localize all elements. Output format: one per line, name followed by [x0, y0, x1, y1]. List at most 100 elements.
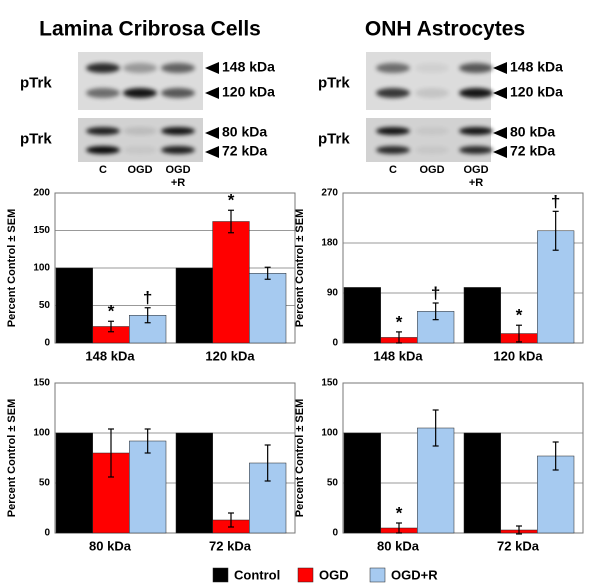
y-tick-label: 100 [321, 428, 338, 439]
lane-label: OGD [463, 164, 488, 176]
plot-frame [54, 192, 296, 344]
marker-label: 148 kDa [222, 59, 275, 75]
marker-label: 120 kDa [510, 84, 563, 100]
blot-label: pTrk [318, 130, 350, 147]
legend-swatch [212, 567, 229, 583]
blot-band [86, 127, 120, 135]
x-tick-label: 120 kDa [205, 348, 255, 363]
lane-label: OGD [127, 164, 152, 176]
marker-label: 72 kDa [222, 143, 267, 159]
blot-image [366, 52, 491, 110]
error-bar [144, 307, 151, 324]
marker-label: 72 kDa [510, 143, 555, 159]
x-tick-label: 148 kDa [373, 348, 423, 363]
error-bar [264, 266, 271, 280]
blot-band [86, 88, 120, 98]
blot-label: pTrk [20, 74, 52, 91]
blot-image [366, 118, 491, 162]
y-tick-label: 50 [327, 478, 339, 489]
blot-band [161, 146, 195, 154]
annotation: * [108, 302, 115, 321]
bar [249, 273, 287, 344]
marker-arrow [493, 146, 507, 158]
y-axis-label: Percent Control ± SEM [294, 209, 306, 328]
blot-band [376, 127, 410, 135]
annotation: * [396, 312, 403, 331]
blot-band [459, 146, 493, 154]
legend-label: OGD+R [391, 567, 438, 582]
blot-band [415, 63, 449, 73]
blot-band [459, 127, 493, 135]
error-bar [108, 428, 114, 478]
x-tick-label: 80 kDa [377, 538, 420, 553]
marker-label: 120 kDa [222, 84, 275, 100]
bar [175, 267, 213, 344]
marker-arrow [493, 87, 507, 99]
y-tick-label: 0 [44, 338, 50, 349]
marker-arrow [205, 62, 219, 74]
panel-title: Lamina Cribrosa Cells [39, 18, 261, 41]
x-tick-label: 72 kDa [497, 538, 540, 553]
lane-label: +R [469, 177, 483, 189]
annotation: * [396, 503, 403, 522]
y-axis-label: Percent Control ± SEM [294, 399, 306, 518]
blot-band [161, 63, 195, 73]
error-bar [552, 210, 559, 251]
plot-frame [342, 192, 584, 344]
y-tick-label: 0 [44, 528, 50, 539]
marker-arrow [493, 127, 507, 139]
lane-label: OGD [165, 164, 190, 176]
blot-band [86, 146, 120, 154]
lane-label: C [99, 164, 107, 176]
blot-band [415, 88, 449, 98]
y-tick-label: 150 [33, 378, 50, 389]
x-tick-label: 120 kDa [493, 348, 543, 363]
blot-band [376, 63, 410, 73]
blot-band [415, 146, 449, 154]
error-bar [144, 428, 151, 454]
annotation: † [551, 192, 560, 211]
lane-label: +R [171, 177, 185, 189]
blot-band [376, 88, 410, 98]
y-tick-label: 150 [33, 225, 50, 236]
marker-arrow [493, 62, 507, 74]
marker-arrow [205, 127, 219, 139]
blot-band [123, 63, 157, 73]
legend-swatch [369, 567, 386, 583]
y-tick-label: 150 [321, 378, 338, 389]
blot-image [78, 52, 203, 110]
y-tick-label: 50 [39, 300, 51, 311]
blot-band [123, 146, 157, 154]
bar [463, 287, 501, 344]
bar [212, 221, 250, 344]
marker-label: 148 kDa [510, 59, 563, 75]
bar [55, 432, 93, 534]
plot-frame [342, 382, 584, 534]
y-tick-label: 180 [321, 238, 338, 249]
blot-band [376, 146, 410, 154]
legend-label: Control [234, 567, 280, 582]
y-axis-label: Percent Control ± SEM [6, 399, 18, 518]
legend-label: OGD [319, 567, 349, 582]
bar [55, 267, 93, 344]
bar [129, 440, 167, 534]
legend-swatch [297, 567, 314, 583]
y-tick-label: 0 [332, 338, 338, 349]
x-tick-label: 72 kDa [209, 538, 252, 553]
error-bar [228, 209, 234, 234]
annotation: † [431, 283, 440, 302]
blot-label: pTrk [318, 74, 350, 91]
annotation: * [516, 306, 523, 325]
plot-frame [54, 382, 296, 534]
blot-image [78, 118, 203, 162]
x-tick-label: 80 kDa [89, 538, 132, 553]
marker-arrow [205, 146, 219, 158]
blot-band [459, 88, 493, 98]
y-tick-label: 270 [321, 188, 338, 199]
error-bar [432, 409, 439, 447]
error-bar [396, 331, 402, 344]
y-tick-label: 100 [33, 428, 50, 439]
bar [343, 287, 381, 344]
blot-label: pTrk [20, 130, 52, 147]
